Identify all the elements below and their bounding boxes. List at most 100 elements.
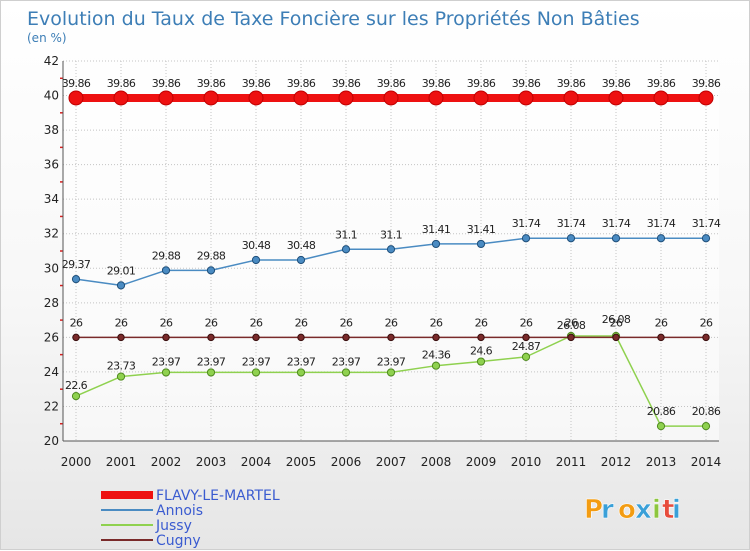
data-label-jussy: 23.97 xyxy=(197,355,226,368)
data-label-cugny: 26 xyxy=(160,316,173,329)
data-label-flavy-le-martel: 39.86 xyxy=(242,77,271,90)
data-label-annois: 31.74 xyxy=(647,217,676,230)
point-cugny xyxy=(612,333,620,342)
y-tick-label: 24 xyxy=(44,365,59,379)
point-cugny xyxy=(252,333,260,342)
data-label-flavy-le-martel: 39.86 xyxy=(62,77,91,90)
point-jussy xyxy=(206,368,216,377)
data-label-annois: 31.74 xyxy=(602,217,631,230)
point-flavy-le-martel xyxy=(68,90,84,106)
point-flavy-le-martel xyxy=(428,90,444,106)
point-cugny xyxy=(162,333,170,342)
data-label-cugny: 26 xyxy=(115,316,128,329)
x-tick-label: 2005 xyxy=(286,455,317,469)
x-tick-label: 2009 xyxy=(466,455,497,469)
x-tick-label: 2013 xyxy=(646,455,677,469)
point-cugny xyxy=(657,333,665,342)
x-tick-label: 2014 xyxy=(691,455,722,469)
data-label-flavy-le-martel: 39.86 xyxy=(467,77,496,90)
logo-letter: o xyxy=(618,495,636,525)
chart-subtitle: (en %) xyxy=(27,31,67,45)
data-label-annois: 31.74 xyxy=(512,217,541,230)
legend-swatch-annois xyxy=(101,509,153,511)
data-label-cugny: 26 xyxy=(655,316,668,329)
data-label-flavy-le-martel: 39.86 xyxy=(647,77,676,90)
legend-label-flavy-le-martel: FLAVY-LE-MARTEL xyxy=(156,488,280,504)
y-tick-label: 34 xyxy=(44,192,59,206)
x-tick-label: 2007 xyxy=(376,455,407,469)
data-label-cugny: 26 xyxy=(475,316,488,329)
logo-letter: x xyxy=(635,495,652,525)
legend-label-cugny: Cugny xyxy=(156,533,201,549)
data-label-flavy-le-martel: 39.86 xyxy=(107,77,136,90)
data-label-cugny: 26 xyxy=(385,316,398,329)
data-label-cugny: 26 xyxy=(250,316,263,329)
point-jussy xyxy=(161,368,171,377)
y-tick-label: 26 xyxy=(44,330,59,344)
point-flavy-le-martel xyxy=(518,90,534,106)
legend-swatch-jussy xyxy=(101,524,153,526)
logo-letter: i xyxy=(672,495,681,525)
point-flavy-le-martel xyxy=(383,90,399,106)
data-label-annois: 31.1 xyxy=(335,228,357,241)
legend-swatch-flavy-le-martel xyxy=(101,491,153,499)
data-label-flavy-le-martel: 39.86 xyxy=(332,77,361,90)
x-tick-label: 2004 xyxy=(241,455,272,469)
y-tick-label: 32 xyxy=(44,227,59,241)
data-label-jussy: 23.97 xyxy=(377,355,406,368)
point-annois xyxy=(386,245,396,254)
data-label-cugny: 26 xyxy=(700,316,713,329)
point-flavy-le-martel xyxy=(158,90,174,106)
point-annois xyxy=(161,266,171,275)
point-flavy-le-martel xyxy=(113,90,129,106)
point-jussy xyxy=(521,352,531,361)
point-cugny xyxy=(297,333,305,342)
point-cugny xyxy=(477,333,485,342)
data-label-annois: 29.88 xyxy=(152,249,181,262)
point-jussy xyxy=(116,372,126,381)
point-annois xyxy=(251,255,261,265)
x-tick-label: 2012 xyxy=(601,455,632,469)
point-flavy-le-martel xyxy=(608,90,624,106)
data-label-jussy: 26.08 xyxy=(602,313,631,326)
point-cugny xyxy=(342,333,350,342)
data-label-jussy: 23.97 xyxy=(287,355,316,368)
point-annois xyxy=(431,239,441,249)
data-label-annois: 31.41 xyxy=(422,223,451,236)
point-cugny xyxy=(117,333,125,342)
point-cugny xyxy=(702,333,710,342)
point-jussy xyxy=(386,368,396,377)
point-cugny xyxy=(72,333,80,342)
point-annois xyxy=(206,266,216,275)
data-label-annois: 29.37 xyxy=(62,258,91,271)
point-cugny xyxy=(387,333,395,342)
point-flavy-le-martel xyxy=(248,90,264,106)
y-tick-label: 30 xyxy=(44,261,59,275)
data-label-jussy: 24.6 xyxy=(470,345,493,358)
data-label-annois: 30.48 xyxy=(242,239,271,252)
x-tick-label: 2008 xyxy=(421,455,452,469)
point-jussy xyxy=(296,368,306,377)
data-label-cugny: 26 xyxy=(205,316,218,329)
data-label-jussy: 26.08 xyxy=(557,319,586,332)
data-label-jussy: 24.87 xyxy=(512,340,541,353)
point-cugny xyxy=(567,333,575,342)
legend-label-annois: Annois xyxy=(156,503,203,519)
point-annois xyxy=(656,234,666,243)
data-label-flavy-le-martel: 39.86 xyxy=(692,77,721,90)
point-annois xyxy=(701,234,711,243)
point-jussy xyxy=(71,391,81,401)
data-label-jussy: 22.6 xyxy=(65,379,88,392)
data-label-cugny: 26 xyxy=(295,316,308,329)
x-tick-label: 2010 xyxy=(511,455,542,469)
point-annois xyxy=(296,255,306,265)
data-label-flavy-le-martel: 39.86 xyxy=(557,77,586,90)
point-annois xyxy=(71,275,81,284)
data-label-flavy-le-martel: 39.86 xyxy=(287,77,316,90)
y-tick-label: 40 xyxy=(44,89,59,103)
point-jussy xyxy=(476,357,486,366)
proxiti-logo: Pr o x i ti xyxy=(584,495,682,526)
point-flavy-le-martel xyxy=(653,90,669,106)
data-label-cugny: 26 xyxy=(430,316,443,329)
